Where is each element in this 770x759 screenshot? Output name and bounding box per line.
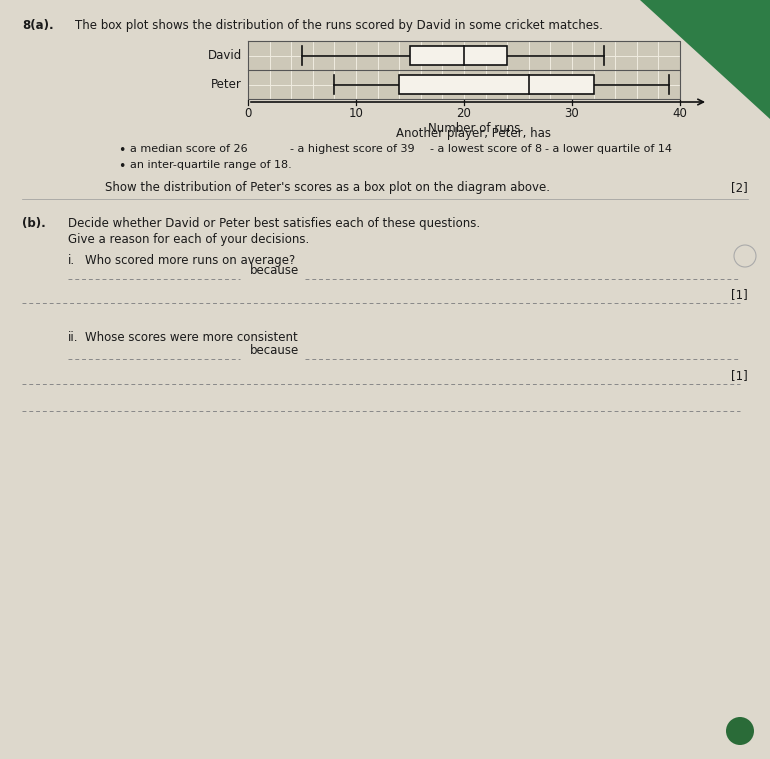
Text: 20: 20	[457, 107, 471, 120]
Text: 8(a).: 8(a).	[22, 19, 54, 32]
Text: •: •	[118, 160, 126, 173]
Text: a median score of 26: a median score of 26	[130, 144, 248, 154]
Text: Number of runs: Number of runs	[428, 122, 521, 135]
Text: 40: 40	[672, 107, 688, 120]
Text: [1]: [1]	[732, 288, 748, 301]
Text: Whose scores were more consistent: Whose scores were more consistent	[85, 331, 298, 344]
Circle shape	[734, 245, 756, 267]
Bar	[410, 46, 507, 65]
Text: ii.: ii.	[68, 331, 79, 344]
Text: [2]: [2]	[732, 181, 748, 194]
Text: The box plot shows the distribution of the runs scored by David in some cricket : The box plot shows the distribution of t…	[75, 19, 603, 32]
Text: Peter: Peter	[211, 78, 242, 91]
Text: Who scored more runs on average?: Who scored more runs on average?	[85, 254, 295, 267]
Text: Show the distribution of Peter's scores as a box plot on the diagram above.: Show the distribution of Peter's scores …	[105, 181, 550, 194]
Text: an inter-quartile range of 18.: an inter-quartile range of 18.	[130, 160, 292, 170]
Bar	[248, 41, 680, 99]
Text: - a lower quartile of 14: - a lower quartile of 14	[545, 144, 672, 154]
Text: (b).: (b).	[22, 217, 45, 230]
Text: 30: 30	[564, 107, 579, 120]
Text: i.: i.	[68, 254, 75, 267]
Circle shape	[726, 717, 754, 745]
Polygon shape	[640, 0, 770, 119]
Text: because: because	[250, 344, 300, 357]
Text: Decide whether David or Peter best satisfies each of these questions.: Decide whether David or Peter best satis…	[68, 217, 480, 230]
Text: - a lowest score of 8: - a lowest score of 8	[430, 144, 542, 154]
Text: 10: 10	[349, 107, 363, 120]
Bar	[399, 75, 594, 94]
Text: Another player, Peter, has: Another player, Peter, has	[397, 127, 551, 140]
Text: [1]: [1]	[732, 369, 748, 382]
Text: because: because	[250, 264, 300, 277]
Text: 0: 0	[244, 107, 252, 120]
Text: David: David	[208, 49, 242, 62]
Text: Give a reason for each of your decisions.: Give a reason for each of your decisions…	[68, 233, 310, 246]
Text: •: •	[118, 144, 126, 157]
Text: - a highest score of 39: - a highest score of 39	[290, 144, 414, 154]
